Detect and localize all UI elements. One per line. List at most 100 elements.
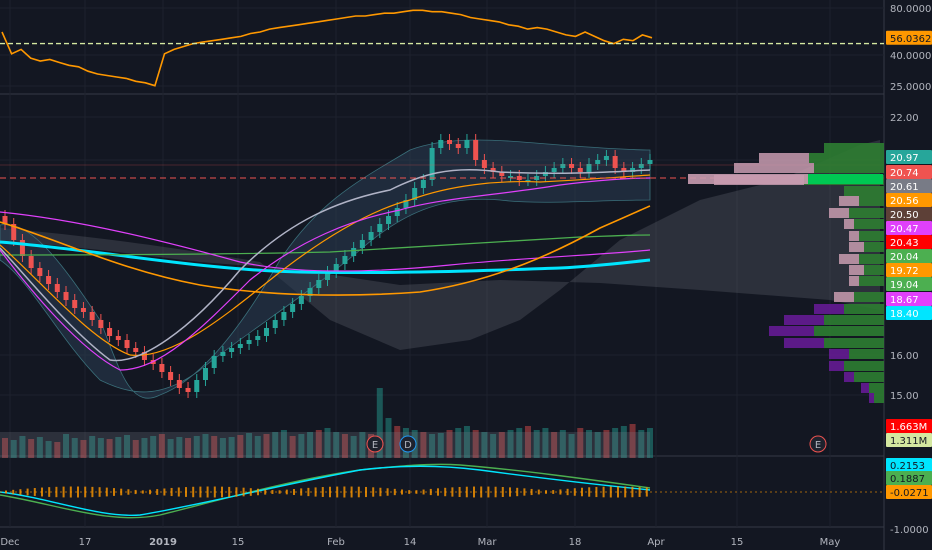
macd-histogram-bar <box>141 490 144 494</box>
candle-body <box>420 180 426 188</box>
price-label-bg <box>886 179 932 193</box>
price-label-bg <box>886 221 932 235</box>
candle-body <box>508 176 514 178</box>
price-axis[interactable]: 80.0000 40.0000 25.0000 56.0362 22.00 16.00 15… <box>886 4 932 536</box>
price-label: 20.50 <box>890 210 919 221</box>
volume-profile-bar <box>844 219 854 229</box>
volume-bar <box>359 432 366 458</box>
volume-bar <box>333 432 340 458</box>
price-label: 20.61 <box>890 182 919 193</box>
candle-body <box>516 176 522 180</box>
time-axis-tick: 2019 <box>149 537 177 548</box>
volume-bar <box>45 441 52 458</box>
time-axis-tick: Dec <box>0 537 19 548</box>
price-label: 20.74 <box>890 168 919 179</box>
volume-bar <box>542 428 549 458</box>
volume-bar <box>481 432 488 458</box>
volume-profile-bar <box>844 361 884 371</box>
macd-histogram-bar <box>372 487 375 497</box>
candle-body <box>98 320 104 328</box>
candle-body <box>647 160 653 164</box>
candle-body <box>307 288 313 296</box>
volume-profile-bar <box>769 326 814 336</box>
volume-profile-bar <box>849 231 859 241</box>
volume-bar <box>272 432 279 458</box>
candle-body <box>429 148 435 180</box>
macd-histogram-bar <box>62 486 65 498</box>
macd-histogram-bar <box>257 488 259 496</box>
volume-profile-bar <box>861 383 869 393</box>
macd-label-bg <box>886 485 932 499</box>
volume-bar <box>124 435 131 458</box>
macd-histogram-bar <box>26 488 29 496</box>
volume-profile-bar <box>849 242 864 252</box>
macd-histogram-bar <box>487 486 490 498</box>
candle-body <box>185 388 191 392</box>
volume-profile-bar <box>849 265 864 275</box>
macd-histogram-bar <box>321 487 324 497</box>
volume-bar <box>472 430 479 458</box>
volume-bar <box>176 437 183 458</box>
candle-body <box>368 232 374 240</box>
volume-profile-bar <box>849 349 884 359</box>
volume-profile-bar <box>829 208 849 218</box>
volume-bar <box>551 432 558 458</box>
macd-histogram-bar <box>437 488 439 496</box>
volume-bar <box>71 438 78 458</box>
candle-body <box>612 156 618 168</box>
macd-histogram-bar <box>573 488 576 496</box>
price-label: 20.04 <box>890 252 919 263</box>
time-axis-tick: 18 <box>569 537 582 548</box>
macd-histogram-bar <box>206 486 209 498</box>
price-label: 19.72 <box>890 266 919 277</box>
candle-body <box>54 284 60 292</box>
volume-profile-bar <box>874 393 884 403</box>
candle-body <box>560 164 566 168</box>
volume-bar <box>97 438 104 458</box>
volume-profile-bar <box>854 372 884 382</box>
candle-body <box>403 200 409 208</box>
rsi-axis-tick: 80.0000 <box>890 4 931 15</box>
rsi-axis-tick: 40.0000 <box>890 51 931 62</box>
volume-profile-bar <box>824 338 884 348</box>
volume-bar <box>324 428 331 458</box>
price-label: 20.97 <box>890 153 919 164</box>
candle-body <box>80 308 86 312</box>
volume-profile-bar <box>859 196 884 206</box>
event-label: E <box>815 440 821 451</box>
macd-histogram-bar <box>156 489 159 495</box>
price-label-bg <box>886 150 932 164</box>
candle-body <box>481 160 487 168</box>
volume-profile-bar <box>824 143 884 153</box>
volume-bar <box>167 439 174 458</box>
volume-bar <box>263 434 270 458</box>
ma-orange-slow <box>0 205 651 296</box>
volume-bar <box>341 434 348 458</box>
rsi-last-label: 56.0362 <box>890 34 931 45</box>
volume-bar <box>629 424 636 458</box>
macd-histogram-bar <box>523 488 526 496</box>
candle-body <box>194 380 200 392</box>
macd-pane <box>0 463 884 519</box>
price-axis-tick: 16.00 <box>890 351 919 362</box>
volume-bar <box>385 418 392 458</box>
volume-bar <box>603 430 610 458</box>
time-axis[interactable]: Dec 17 2019 15 Feb 14 Mar 18 Apr 15 May <box>0 537 840 548</box>
candle-body <box>586 164 592 172</box>
price-label: 20.43 <box>890 238 919 249</box>
rsi-axis-tick: 25.0000 <box>890 82 931 93</box>
price-axis-tick: 15.00 <box>890 391 919 402</box>
price-axis-tick: 22.00 <box>890 113 919 124</box>
macd-histogram-bar <box>516 487 519 497</box>
candle-body <box>202 368 208 380</box>
volume-bar <box>612 428 619 458</box>
rsi-last-label-bg <box>886 30 932 45</box>
price-label: 19.04 <box>890 280 919 291</box>
price-label-bg <box>886 306 932 320</box>
time-axis-tick: May <box>820 537 841 548</box>
time-axis-tick: Apr <box>647 537 665 548</box>
volume-profile-bar <box>859 254 884 264</box>
macd-histogram-bar <box>177 487 180 497</box>
volume-bar <box>158 434 165 458</box>
